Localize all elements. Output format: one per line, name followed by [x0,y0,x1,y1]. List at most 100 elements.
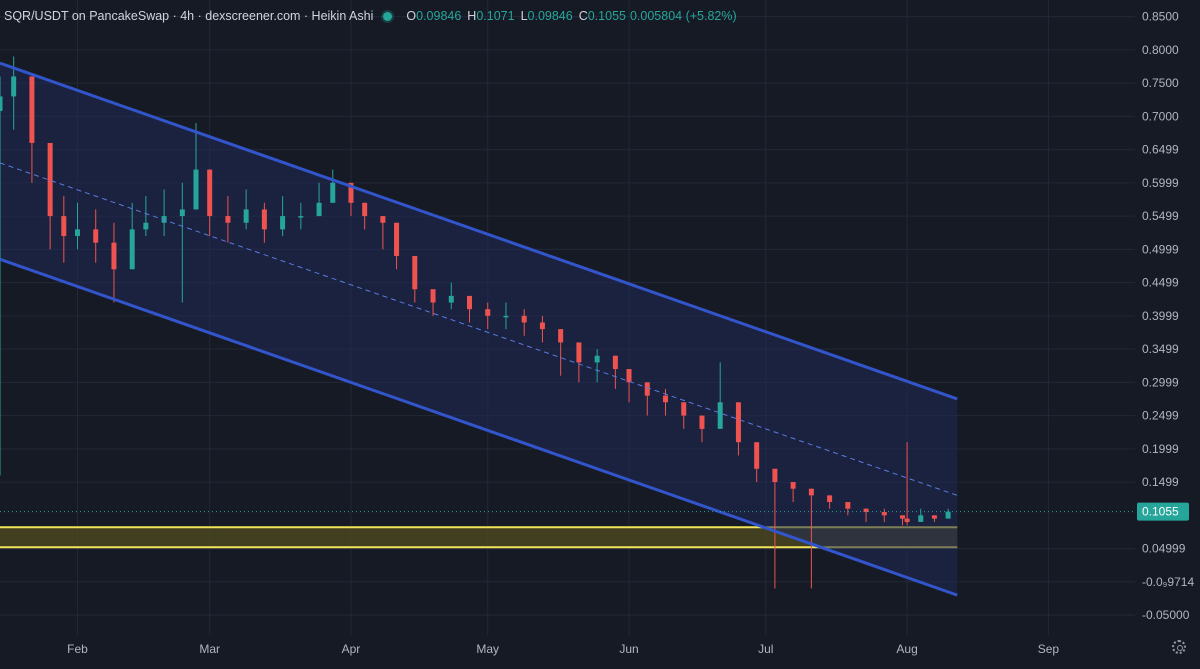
candle-body [845,502,851,509]
channel-lower-line[interactable] [0,257,958,597]
candle-body [61,216,67,237]
y-tick-label: 0.7000 [1142,109,1179,123]
candle-body [11,76,17,97]
candle-body [298,216,304,218]
low-label: L [520,9,528,23]
candle-body [316,202,322,217]
candle-body [699,415,705,429]
candle-body [29,76,35,143]
y-tick-label: 0.1999 [1142,442,1179,456]
channel-upper-line[interactable] [0,61,958,401]
chart-legend: SQR/USDT on PancakeSwap · 4h · dexscreen… [4,6,737,26]
candle-body [261,209,267,230]
low-value: 0.09846 [527,9,573,23]
candle-body [129,229,135,270]
last-price-label: 0.1055 [1142,505,1179,519]
y-tick-label: 0.2499 [1142,409,1179,423]
candle-body [503,315,509,318]
candle-body [539,322,545,330]
y-tick-label: 0.2999 [1142,375,1179,389]
close-label: C [578,9,588,23]
y-tick-label: 0.8000 [1142,43,1179,57]
x-tick-label: Jul [758,642,773,656]
x-tick-label: Jun [619,642,638,656]
candle-body [521,315,527,323]
candle-body [918,515,924,522]
candle-body [735,402,741,443]
candle-body [0,96,3,111]
candle-body [74,229,80,237]
candle-body [280,216,286,230]
y-tick-label: 0.1499 [1142,475,1179,489]
candle-body [380,216,386,223]
candle-body [448,295,454,303]
status-dot-icon [383,11,393,21]
candle-body [945,511,951,519]
y-tick-label: 0.3499 [1142,342,1179,356]
y-tick-label: 0.6499 [1142,143,1179,157]
gear-icon[interactable] [1172,640,1186,654]
candle-body [193,169,199,210]
y-tick-label: 0.4499 [1142,276,1179,290]
y-tick-label: 0.04999 [1142,542,1186,556]
last-price-badge [1137,502,1189,521]
candle-body [881,511,887,516]
high-label: H [467,9,477,23]
candle-body [576,342,582,363]
x-tick-label: Aug [896,642,917,656]
y-tick-label: -0.05000 [1142,608,1190,622]
candle-body [626,369,632,383]
candle-body [348,182,354,203]
candle-body [485,309,491,316]
candle-body [663,395,669,403]
y-tick-label: 0.5999 [1142,176,1179,190]
candle-body [644,382,650,396]
candle-body [827,495,833,503]
candle-body [900,515,906,519]
candle-body [466,295,472,310]
candle-body [143,222,149,230]
candle-body [594,355,600,363]
candle-body [430,289,436,303]
candle-body [558,329,564,343]
candle-body [330,182,336,203]
open-label: O [406,9,417,23]
candle-body [863,508,869,512]
candle-body [362,202,368,217]
y-tick-label: 0.7500 [1142,76,1179,90]
x-tick-label: Feb [67,642,88,656]
open-value: 0.09846 [416,9,462,23]
candle-body [179,209,185,217]
candle-body [772,468,778,483]
support-zone[interactable] [0,527,958,548]
x-tick-label: Sep [1038,642,1060,656]
candle-body [47,142,53,217]
candle-body [904,518,910,522]
candle-body [394,222,400,256]
close-value: 0.1055 [587,9,626,23]
candle-body [681,402,687,416]
y-tick-label: 0.4999 [1142,242,1179,256]
y-tick-label: 0.5499 [1142,209,1179,223]
candle-body [931,515,937,519]
candle-body [412,255,418,290]
candle-body [243,209,249,223]
y-tick-label: -0.0₉9714 [1142,575,1194,589]
candle-body [207,169,213,217]
candle-body [111,242,117,270]
candle-body [808,488,814,496]
x-tick-label: Apr [342,642,361,656]
candle-body [717,402,723,429]
x-tick-label: Mar [199,642,220,656]
candle-body [93,229,99,243]
candle-body [754,442,760,469]
candle-body [612,355,618,370]
symbol-title: SQR/USDT on PancakeSwap · 4h · dexscreen… [4,9,374,23]
channel-midline[interactable] [0,162,958,496]
candle-body [225,216,231,223]
change-value: 0.005804 (+5.82%) [629,9,737,23]
x-tick-label: May [476,642,499,656]
y-tick-label: 0.8500 [1142,10,1179,24]
